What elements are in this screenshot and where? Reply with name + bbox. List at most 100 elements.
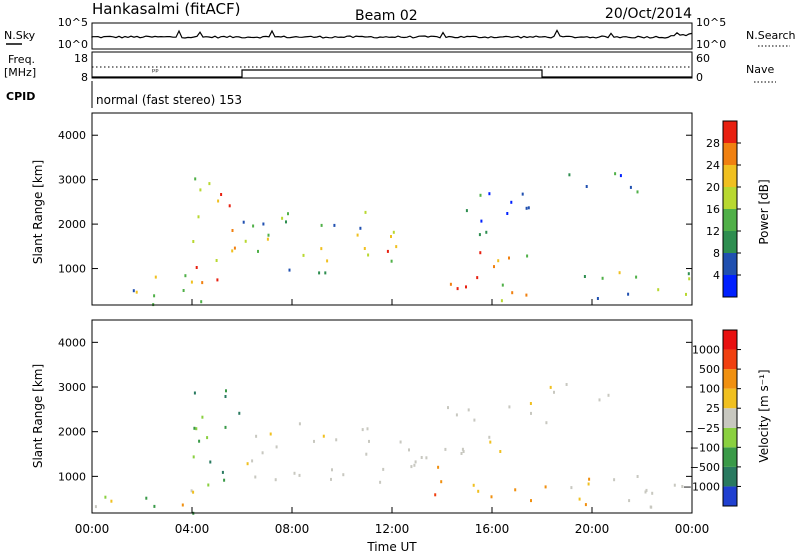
scatter-cell (544, 485, 547, 489)
scatter-cell (324, 271, 327, 275)
scatter-cell (526, 254, 529, 258)
scatter-cell (298, 473, 301, 477)
y-tick-label: 1000 (58, 263, 86, 276)
x-tick-label: 20:00 (575, 522, 610, 536)
scatter-cell (687, 272, 690, 276)
colorbar-swatch (723, 121, 737, 143)
scatter-cell (488, 435, 491, 439)
scatter-cell (217, 199, 220, 203)
scatter-cell (489, 440, 492, 444)
scatter-cell (184, 274, 187, 278)
noise-panel: N.Sky 10^5 10^0 10^5 10^0 N.Search (4, 16, 796, 51)
freq-unit-label: [MHz] (4, 66, 36, 79)
scatter-cell (322, 434, 325, 438)
scatter-cell (231, 229, 234, 232)
scatter-cell (238, 411, 241, 415)
nsearch-label: N.Search (746, 29, 796, 42)
colorbar-swatch (723, 349, 737, 370)
scatter-cell (197, 215, 200, 219)
scatter-cell (488, 192, 491, 196)
scatter-cell (261, 451, 264, 455)
cpid-text: normal (fast stereo) 153 (96, 93, 242, 107)
scatter-cell (651, 491, 654, 495)
scatter-cell (506, 212, 509, 215)
scatter-cell (233, 246, 236, 250)
scatter-cell (455, 413, 458, 417)
freq-panel: Freq. [MHz] 18 8 60 0 Nave ᵖᵖ (4, 51, 776, 84)
colorbar-swatch (723, 369, 737, 389)
scatter-cell (199, 188, 202, 192)
nave-tick-bottom: 0 (696, 71, 703, 84)
x-tick-label: 00:00 (675, 522, 710, 536)
scatter-cell (508, 256, 510, 260)
scatter-cell (274, 478, 277, 482)
scatter-cell (501, 283, 504, 287)
scatter-cell (650, 505, 653, 509)
scatter-cell (619, 174, 622, 178)
power-scatter (132, 172, 691, 307)
scatter-cell (476, 276, 479, 280)
colorbar-swatch (723, 330, 737, 350)
scatter-cell (478, 233, 481, 237)
x-tick-label: 00:00 (75, 522, 110, 536)
y-tick-label: 2000 (58, 426, 86, 439)
scatter-cell (194, 177, 197, 181)
scatter-cell (361, 428, 364, 432)
scatter-cell (681, 485, 684, 488)
scatter-cell (447, 406, 449, 410)
scatter-cell (208, 182, 211, 186)
power-colorbar-label: Power [dB] (757, 179, 771, 244)
scatter-cell (132, 289, 135, 293)
station-title: Hankasalmi (fitACF) (92, 0, 240, 18)
scatter-cell (395, 245, 398, 249)
scatter-cell (94, 505, 97, 509)
scatter-cell (583, 275, 586, 278)
scatter-cell (192, 490, 195, 494)
scatter-cell (154, 275, 157, 279)
power-ylabel: Slant Range [km] (31, 160, 45, 264)
scatter-cell (527, 206, 530, 210)
scatter-cell (473, 418, 476, 422)
scatter-cell (390, 259, 393, 263)
freq-glitch: ᵖᵖ (152, 67, 159, 76)
scatter-cell (514, 488, 517, 492)
x-tick-label: 08:00 (275, 522, 310, 536)
scatter-cell (266, 237, 269, 241)
scatter-cell (320, 247, 323, 251)
scatter-cell (467, 408, 470, 412)
scatter-cell (493, 265, 495, 269)
scatter-cell (434, 493, 437, 497)
velocity-colorbar-label: Velocity [m s⁻¹] (757, 369, 771, 462)
scatter-cell (246, 462, 249, 466)
scatter-cell (330, 477, 332, 481)
colorbar-tick-label: 25 (706, 402, 720, 415)
scatter-cell (399, 440, 402, 444)
y-tick-label: 1000 (58, 470, 86, 483)
scatter-cell (644, 490, 647, 494)
scatter-cell (333, 223, 336, 227)
scatter-cell (479, 193, 482, 197)
freq-trace (92, 69, 692, 78)
scatter-cell (479, 251, 482, 255)
scatter-cell (465, 209, 468, 213)
scatter-cell (302, 253, 305, 257)
scatter-cell (269, 432, 272, 436)
noise-trace (91, 29, 693, 39)
scatter-cell (485, 230, 488, 234)
scatter-cell (313, 439, 315, 443)
scatter-cell (588, 477, 591, 481)
colorbar-swatch (723, 209, 737, 231)
scatter-cell (568, 173, 571, 177)
scatter-cell (645, 488, 648, 492)
colorbar-swatch (723, 253, 737, 275)
colorbar-tick-label: 20 (706, 181, 720, 194)
scatter-cell (410, 465, 413, 469)
scatter-cell (618, 271, 621, 275)
scatter-cell (342, 473, 345, 477)
scatter-cell (225, 389, 227, 393)
scatter-cell (206, 436, 209, 440)
scatter-cell (221, 470, 224, 474)
colorbar-swatch (723, 275, 737, 297)
scatter-cell (444, 447, 447, 451)
scatter-cell (414, 460, 417, 464)
